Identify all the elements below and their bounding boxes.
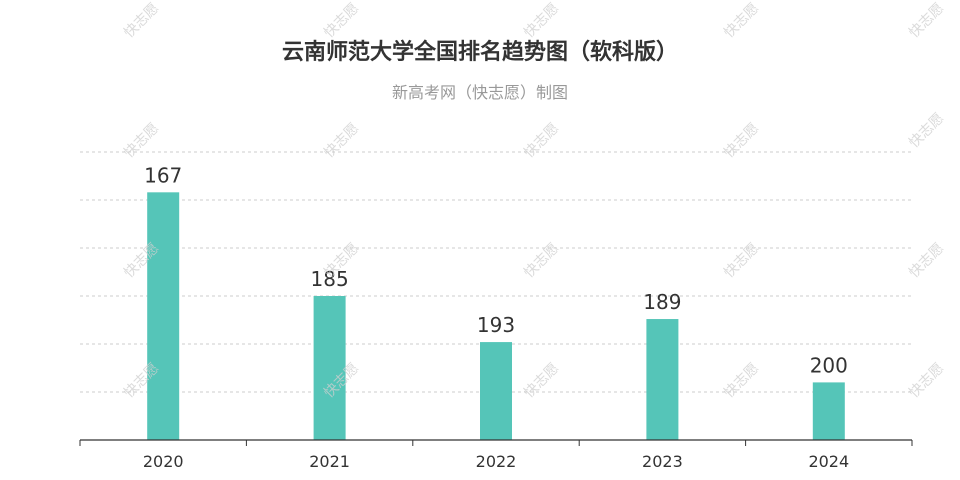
chart-subtitle: 新高考网（快志愿）制图 (391, 83, 568, 102)
bar-2021[interactable] (313, 296, 346, 440)
value-label-2022: 193 (477, 313, 515, 337)
value-label-2020: 167 (144, 163, 182, 187)
bars (147, 192, 845, 440)
chart-title: 云南师范大学全国排名趋势图（软科版） (281, 40, 678, 65)
bar-2023[interactable] (646, 319, 679, 440)
x-tick-label-2022: 2022 (476, 452, 517, 471)
x-tick-label-2023: 2023 (642, 452, 683, 471)
value-label-2021: 185 (311, 267, 349, 291)
bar-2022[interactable] (480, 342, 512, 440)
value-labels: 167 185 193 189 200 (144, 163, 848, 377)
bar-2020[interactable] (147, 192, 180, 440)
x-tick-label-2020: 2020 (143, 452, 184, 471)
value-label-2023: 189 (643, 290, 681, 314)
value-label-2024: 200 (810, 353, 848, 377)
x-tick-label-2024: 2024 (808, 452, 849, 471)
x-tick-label-2021: 2021 (309, 452, 350, 471)
x-axis: 2020 2021 2022 2023 2024 (79, 439, 913, 471)
bar-2024[interactable] (812, 382, 845, 440)
